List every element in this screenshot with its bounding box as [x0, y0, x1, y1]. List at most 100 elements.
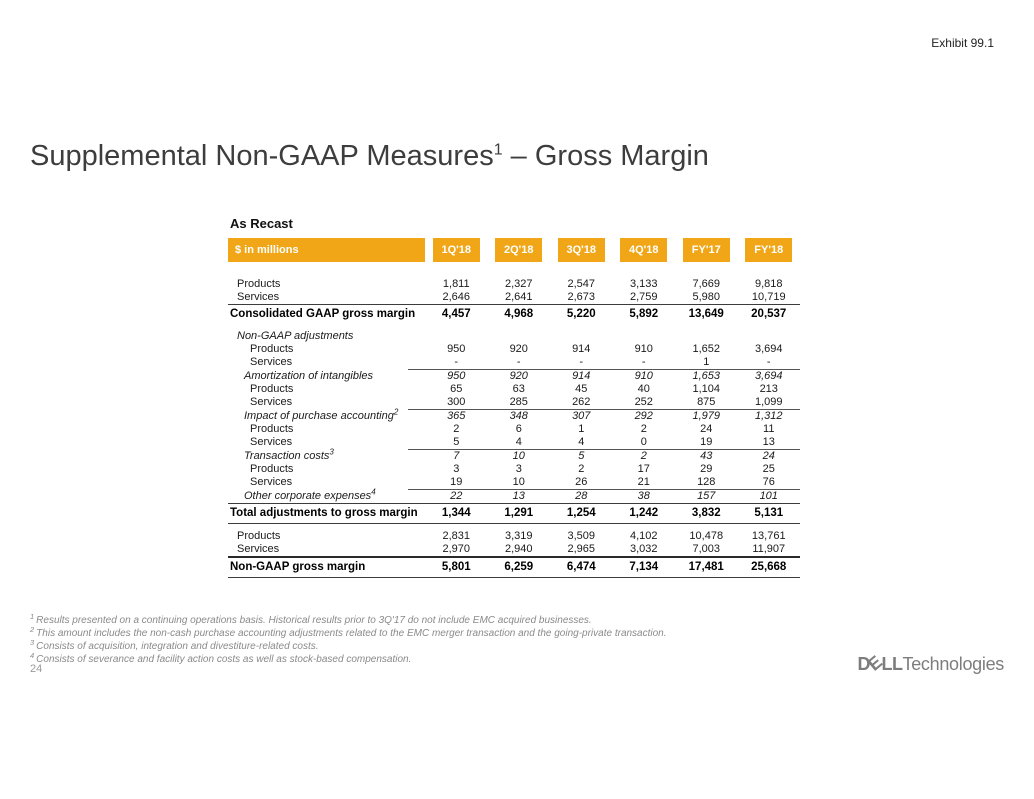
- cell: 2: [453, 423, 460, 435]
- cell: 11: [763, 423, 775, 435]
- footnote-text: This amount includes the non-cash purcha…: [36, 628, 667, 639]
- cell: 2,831: [442, 530, 471, 542]
- cell: 28: [575, 490, 588, 502]
- cell: 19: [700, 436, 713, 448]
- cell: 292: [634, 410, 653, 422]
- cell: 3,133: [629, 278, 658, 290]
- footnote-text: Consists of acquisition, integration and…: [36, 641, 319, 652]
- table-row: Non-GAAP gross margin 5,801 6,259 6,474 7,13…: [228, 558, 800, 577]
- cell: 365: [447, 410, 466, 422]
- gross-margin-table: As Recast $ in millions 1Q'18 2Q'18 3Q'18 4…: [228, 216, 800, 578]
- table-row: Non-GAAP adjustments: [228, 330, 800, 343]
- cell: 920: [509, 343, 528, 355]
- cell: 1,099: [754, 396, 783, 408]
- table-row: Other corporate expenses4 22 13 28 38 157 101: [228, 487, 800, 503]
- cell: 3,694: [754, 343, 783, 355]
- cell: -: [641, 356, 646, 368]
- table-row: Products 3 3 2 17 29 25: [228, 463, 800, 476]
- cell: 7,134: [629, 561, 659, 573]
- column-headers: 1Q'18 2Q'18 3Q'18 4Q'18 FY'17 FY'18: [425, 238, 800, 262]
- cell: 65: [450, 383, 463, 395]
- cell: 2: [640, 450, 647, 462]
- page-title: Supplemental Non-GAAP Measures1 – Gross …: [30, 140, 709, 173]
- row-label: Products: [250, 423, 294, 435]
- cell: 950: [447, 370, 466, 382]
- cell: 24: [762, 450, 775, 462]
- row-label: Consolidated GAAP gross margin: [230, 308, 416, 320]
- table-rule: [228, 503, 800, 504]
- row-label: Products: [250, 383, 294, 395]
- cell: 157: [697, 490, 716, 502]
- cell: 5,220: [566, 308, 596, 320]
- footnote-number: 2: [30, 624, 35, 634]
- cell: 13: [512, 490, 525, 502]
- table-body: Products 1,811 2,327 2,547 3,133 7,669 9,818 Se…: [228, 278, 800, 578]
- cell: 1,652: [692, 343, 721, 355]
- footnote-text: Consists of severance and facility actio…: [36, 654, 412, 665]
- cell: 10,478: [689, 530, 724, 542]
- column-header-label: 3Q'18: [557, 238, 605, 262]
- table-row: Transaction costs3 7 10 5 2 43 24: [228, 448, 800, 463]
- cell: 1,254: [566, 507, 596, 519]
- row-label: Services: [250, 396, 293, 408]
- table-row: Products 2,831 3,319 3,509 4,102 10,478 13,761: [228, 530, 800, 543]
- table-row: Amortization of intangibles 950 920 914 910 1…: [228, 370, 800, 383]
- column-header: 2Q'18: [488, 238, 551, 262]
- cell: 22: [450, 490, 463, 502]
- dell-wordmark: DELL: [857, 651, 904, 675]
- column-header-label: FY'18: [745, 238, 793, 262]
- footnote-number: 3: [30, 637, 35, 647]
- cell: 5: [578, 450, 585, 462]
- column-header: FY'18: [738, 238, 801, 262]
- table-row: Products 2 6 1 2 24 11: [228, 423, 800, 436]
- cell: 21: [637, 476, 650, 488]
- row-label: Non-GAAP adjustments: [237, 330, 354, 342]
- cell: 252: [634, 396, 653, 408]
- cell: 914: [572, 343, 591, 355]
- cell: 4: [515, 436, 522, 448]
- table-rule: [408, 369, 800, 370]
- cell: 262: [572, 396, 591, 408]
- footnote-marker: 4: [371, 487, 376, 497]
- cell: 1,653: [692, 370, 721, 382]
- cell: 4,968: [504, 308, 534, 320]
- cell: 9,818: [754, 278, 783, 290]
- cell: 5: [453, 436, 460, 448]
- cell: 11,907: [752, 543, 786, 555]
- footnote-line: 3 Consists of acquisition, integration an…: [30, 637, 667, 653]
- cell: 1,811: [442, 278, 470, 290]
- row-label: Products: [237, 530, 281, 542]
- cell: 25: [762, 463, 775, 475]
- cell: 25,668: [751, 561, 787, 573]
- cell: 875: [697, 396, 716, 408]
- cell: 7,669: [692, 278, 721, 290]
- cell: 3: [453, 463, 460, 475]
- cell: 19: [450, 476, 463, 488]
- cell: 5,131: [754, 507, 784, 519]
- cell: 17,481: [688, 561, 724, 573]
- cell: 1: [703, 356, 710, 368]
- cell: 4,102: [629, 530, 658, 542]
- table-rule: [408, 409, 800, 410]
- cell: 3,832: [691, 507, 721, 519]
- column-header: 3Q'18: [550, 238, 613, 262]
- row-label: Other corporate expenses4: [244, 487, 376, 502]
- cell: 76: [762, 476, 775, 488]
- cell: 2,327: [504, 278, 533, 290]
- table-row: Services 2,970 2,940 2,965 3,032 7,003 11,907: [228, 543, 800, 556]
- cell: 101: [759, 490, 778, 502]
- cell: 2,965: [567, 543, 596, 555]
- cell: -: [516, 356, 521, 368]
- footnote-text: Results presented on a continuing operat…: [36, 615, 592, 626]
- cell: 300: [447, 396, 466, 408]
- cell: 38: [637, 490, 650, 502]
- table-row: Consolidated GAAP gross margin 4,457 4,968…: [228, 305, 800, 324]
- table-rule: [408, 449, 800, 450]
- row-label: Services: [250, 436, 293, 448]
- cell: 10,719: [751, 291, 786, 303]
- cell: 24: [700, 423, 713, 435]
- cell: 3,319: [504, 530, 533, 542]
- table-row: Products 1,811 2,327 2,547 3,133 7,669 9,818: [228, 278, 800, 291]
- table-row: Services 5 4 4 0 19 13: [228, 436, 800, 449]
- title-suffix: – Gross Margin: [502, 140, 709, 172]
